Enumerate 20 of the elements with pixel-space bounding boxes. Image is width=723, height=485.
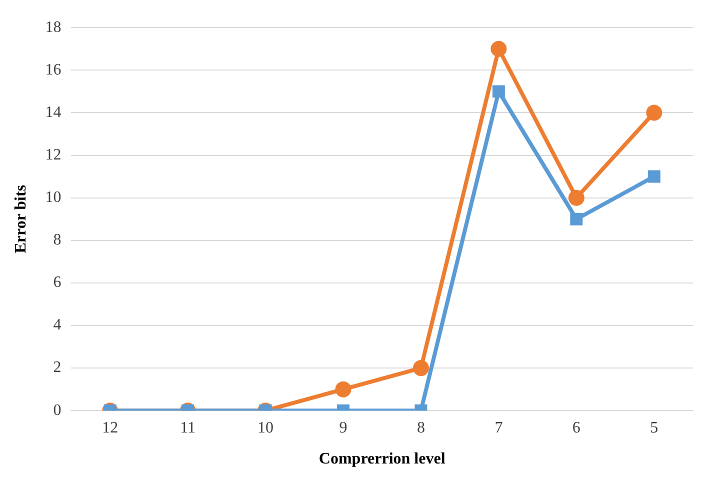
- y-tick-label: 0: [53, 402, 62, 419]
- y-tick-label: 4: [53, 316, 62, 334]
- x-tick-label: 8: [416, 419, 425, 436]
- y-tick-label: 6: [53, 274, 62, 292]
- x-tick-label: 12: [102, 419, 118, 436]
- x-tick-label: 6: [572, 419, 580, 436]
- y-tick-label: 14: [45, 104, 62, 121]
- x-tick-label: 10: [258, 419, 274, 436]
- y-axis-title: Error bits: [12, 184, 30, 254]
- y-tick-label: 12: [45, 146, 62, 164]
- y-tick-label: 16: [45, 61, 62, 78]
- y-tick-label: 8: [53, 232, 62, 249]
- x-tick-label: 11: [180, 419, 196, 436]
- y-tick-label: 2: [53, 359, 62, 376]
- y-tick-label: 18: [45, 18, 62, 36]
- x-tick-label: 5: [650, 419, 658, 436]
- x-tick-label: 9: [339, 419, 348, 436]
- y-tick-label: 10: [45, 189, 62, 206]
- x-tick-label: 7: [494, 419, 503, 436]
- x-axis-title: Comprerrion level: [318, 450, 446, 468]
